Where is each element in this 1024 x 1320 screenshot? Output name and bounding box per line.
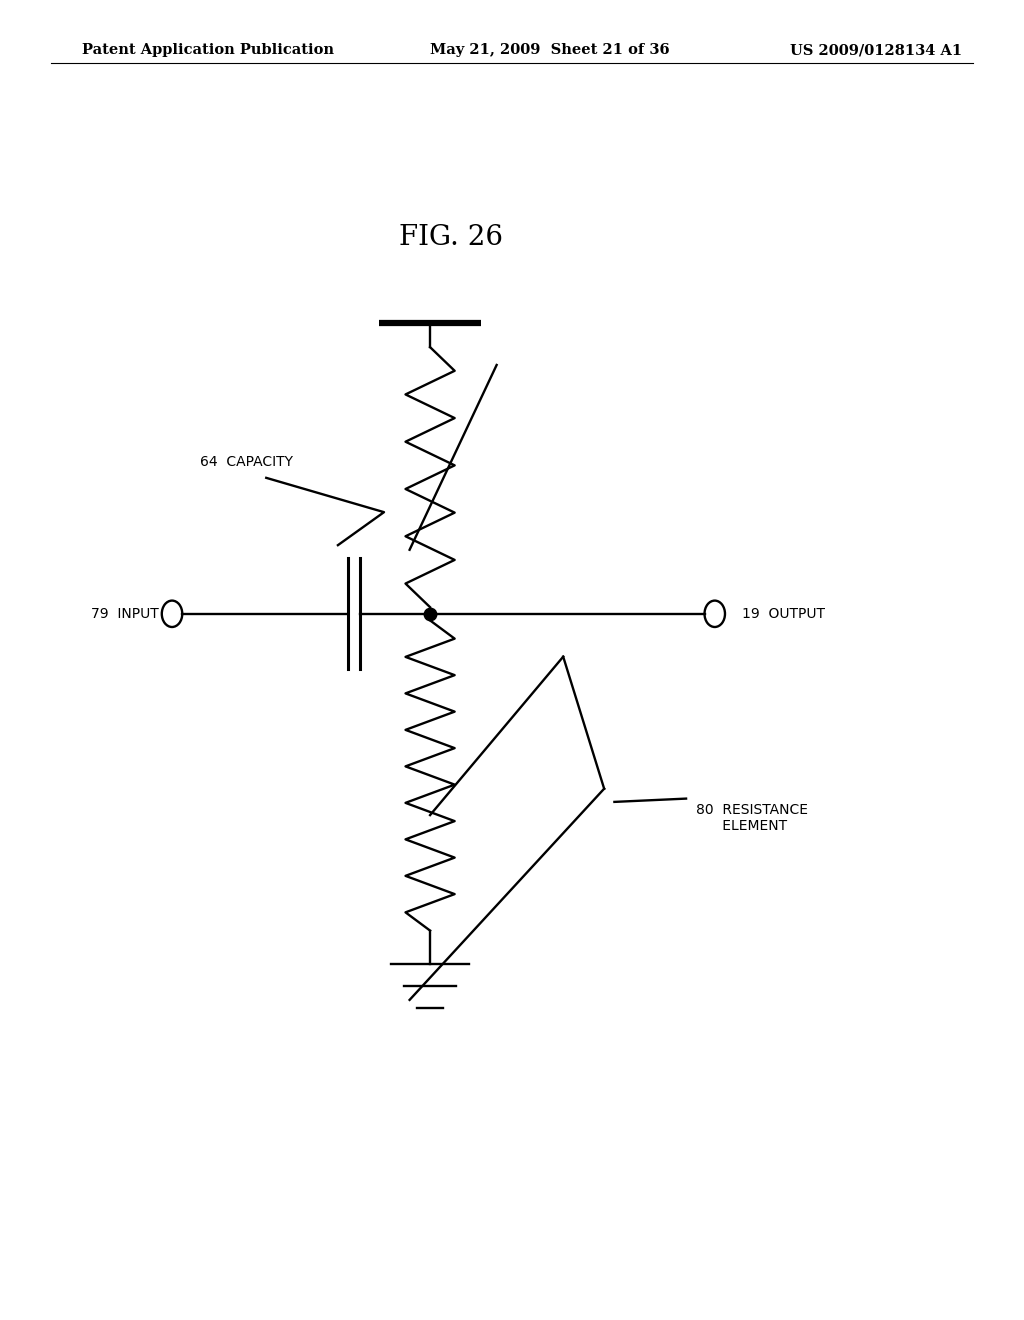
Text: US 2009/0128134 A1: US 2009/0128134 A1 [791,44,963,57]
Text: 64  CAPACITY: 64 CAPACITY [200,455,293,469]
Text: FIG. 26: FIG. 26 [398,224,503,251]
Text: May 21, 2009  Sheet 21 of 36: May 21, 2009 Sheet 21 of 36 [430,44,670,57]
Text: 19  OUTPUT: 19 OUTPUT [742,607,825,620]
Text: Patent Application Publication: Patent Application Publication [82,44,334,57]
Text: 80  RESISTANCE
      ELEMENT: 80 RESISTANCE ELEMENT [696,804,808,833]
Text: 79  INPUT: 79 INPUT [91,607,159,620]
